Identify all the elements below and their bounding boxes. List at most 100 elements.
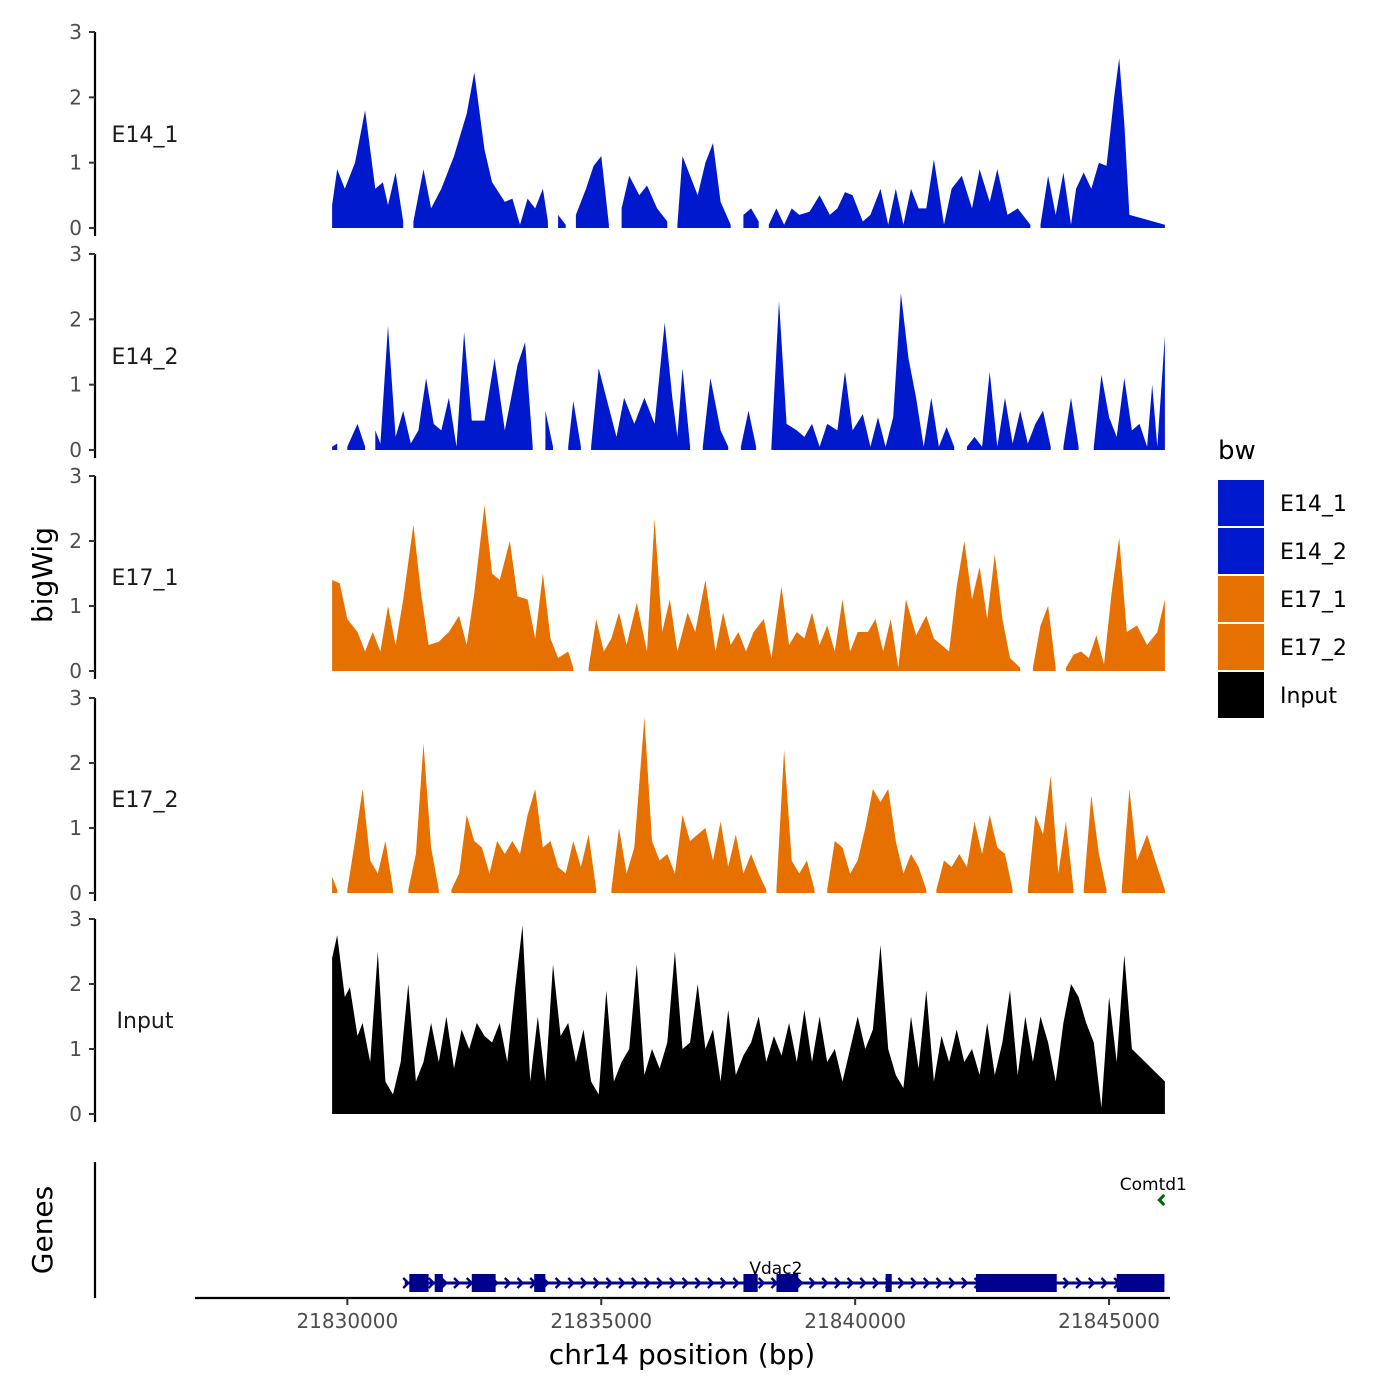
- y-tick-label: 1: [69, 1037, 82, 1061]
- exon: [434, 1274, 443, 1292]
- strand-arrow: [719, 1277, 728, 1289]
- coverage-area: [966, 371, 1051, 450]
- coverage-area: [1032, 606, 1056, 671]
- exon: [534, 1274, 546, 1292]
- track-label: E17_2: [112, 788, 179, 813]
- exon: [776, 1274, 799, 1292]
- strand-arrow: [580, 1277, 588, 1289]
- gene-comtd1: Comtd1: [1120, 1175, 1187, 1207]
- strand-arrow: [859, 1277, 867, 1289]
- strand-arrow: [592, 1277, 601, 1289]
- strand-arrow: [554, 1277, 563, 1289]
- strand-arrow: [453, 1277, 461, 1289]
- x-axis: 21830000 21835000 21840000 21845000: [195, 1296, 1170, 1333]
- y-tick-label: 0: [69, 438, 82, 462]
- strand-arrow: [1157, 1193, 1166, 1207]
- strand-arrow: [1100, 1277, 1109, 1289]
- track-label: E14_1: [112, 123, 179, 148]
- y-tick-label: 0: [69, 216, 82, 240]
- strand-arrow: [605, 1277, 614, 1289]
- strand-arrow: [567, 1277, 575, 1289]
- coverage-area: [771, 293, 955, 450]
- y-tick-label: 3: [69, 686, 82, 710]
- exon: [471, 1274, 496, 1292]
- x-tick-label: 21830000: [296, 1309, 398, 1333]
- coverage-area: [347, 789, 393, 893]
- coverage-area: [1093, 335, 1165, 450]
- strand-arrow: [872, 1277, 880, 1289]
- coverage-area: [1040, 58, 1165, 228]
- legend-label: Input: [1280, 684, 1337, 709]
- legend-label: E17_1: [1280, 588, 1347, 613]
- x-axis-title: chr14 position (bp): [549, 1338, 815, 1371]
- legend-swatch: [1218, 480, 1264, 526]
- strand-arrow: [1075, 1277, 1083, 1289]
- gene-vdac2: Vdac2: [402, 1259, 1165, 1292]
- y-tick-label: 1: [69, 373, 82, 397]
- strand-arrow: [834, 1277, 842, 1289]
- strand-arrow: [1087, 1277, 1096, 1289]
- coverage-area: [413, 72, 548, 228]
- strand-arrow: [618, 1277, 626, 1289]
- coverage-area: [588, 518, 1021, 671]
- coverage-area: [1027, 776, 1074, 893]
- y-tick-label: 2: [69, 751, 82, 775]
- legend-swatch: [1218, 576, 1264, 622]
- x-tick-label: 21835000: [550, 1309, 652, 1333]
- strand-arrow: [910, 1277, 918, 1289]
- legend-label: E17_2: [1280, 636, 1347, 661]
- coverage-area: [1083, 795, 1107, 893]
- track-panel-e14-2: 0 1 2 3 E14_2: [69, 242, 1165, 462]
- x-tick-label: 21840000: [804, 1309, 906, 1333]
- y-tick-label: 3: [69, 907, 82, 931]
- coverage-area: [768, 159, 1031, 228]
- coverage-area: [740, 410, 757, 450]
- strand-arrow: [656, 1277, 664, 1289]
- track-panel-input: 0 1 2 3 Input: [69, 907, 1165, 1126]
- coverage-area: [575, 156, 609, 228]
- coverage-area: [451, 789, 597, 893]
- y-tick-label: 2: [69, 529, 82, 553]
- y-tick-label: 1: [69, 151, 82, 175]
- strand-arrow: [503, 1277, 512, 1289]
- strand-arrow: [922, 1277, 931, 1289]
- coverage-area: [408, 743, 439, 893]
- gene-label: Vdac2: [749, 1259, 802, 1279]
- coverage-tracks: 0 1 2 3 E14_1 0 1 2 3 E14_2 0 1 2 3 E17_1 0 1 2 3 E17_2 0 1 2 3…: [69, 20, 1165, 1126]
- strand-arrow: [427, 1277, 436, 1289]
- coverage-area: [677, 143, 731, 228]
- coverage-area: [347, 423, 366, 450]
- strand-arrow: [516, 1277, 525, 1289]
- track-label: Input: [117, 1009, 174, 1034]
- y-tick-label: 0: [69, 881, 82, 905]
- exon: [1116, 1274, 1165, 1292]
- coverage-area: [332, 505, 574, 671]
- coverage-area: [1063, 397, 1079, 450]
- strand-arrow: [694, 1277, 702, 1289]
- coverage-area: [332, 925, 1165, 1114]
- exon: [885, 1274, 892, 1292]
- y-tick-label: 3: [69, 242, 82, 266]
- strand-arrow: [440, 1277, 449, 1289]
- strand-arrow: [795, 1277, 804, 1289]
- coverage-area: [1121, 789, 1165, 893]
- coverage-area: [332, 876, 338, 893]
- strand-arrow: [821, 1277, 829, 1289]
- legend-title: bw: [1218, 436, 1256, 466]
- track-panel-e14-1: 0 1 2 3 E14_1: [69, 20, 1165, 240]
- strand-arrow: [669, 1277, 677, 1289]
- track-label: E14_2: [112, 345, 179, 370]
- coverage-area: [611, 717, 767, 893]
- legend: bw E14_1 E14_2 E17_1 E17_2 Input: [1218, 436, 1347, 718]
- strand-arrow: [707, 1277, 715, 1289]
- genes-axis-title: Genes: [26, 1186, 59, 1274]
- x-tick-label: 21845000: [1058, 1309, 1160, 1333]
- strand-arrow: [402, 1277, 410, 1289]
- coverage-area: [545, 410, 553, 450]
- coverage-area: [332, 443, 338, 450]
- coverage-area: [568, 401, 581, 450]
- coverage-area: [776, 750, 815, 893]
- strand-arrow: [732, 1277, 741, 1289]
